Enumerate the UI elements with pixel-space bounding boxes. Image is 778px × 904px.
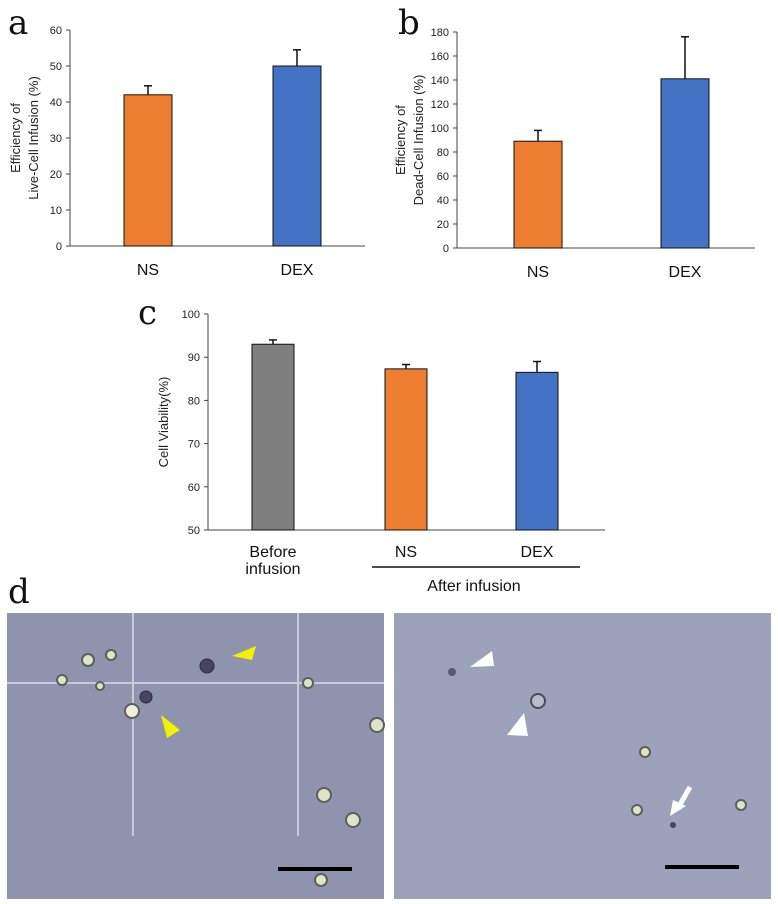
y-tick-label: 80: [437, 147, 449, 159]
category-label: NS: [395, 544, 417, 561]
bar-dex: [515, 371, 559, 531]
white-arrow: [670, 785, 693, 816]
y-tick-label: 120: [431, 99, 449, 111]
micrograph-right-background: [394, 613, 771, 899]
yellow-arrowhead: [161, 715, 180, 738]
micrograph-right: [394, 613, 771, 899]
y-axis-label: Efficiency of: [393, 105, 408, 175]
y-axis-label: Live-Cell Infusion (%): [26, 76, 41, 200]
y-axis-label: Efficiency of: [8, 103, 23, 173]
y-tick-label: 10: [50, 205, 62, 217]
bar-dex: [660, 78, 710, 249]
y-tick-label: 20: [50, 169, 62, 181]
panel-letter-b: b: [398, 3, 420, 43]
micrograph-left: [7, 613, 385, 899]
y-tick-label: 20: [437, 219, 449, 231]
y-axis-label: Dead-Cell Infusion (%): [411, 75, 426, 206]
y-tick-label: 0: [56, 241, 62, 253]
y-tick-label: 80: [188, 395, 200, 407]
y-tick-label: 30: [50, 133, 62, 145]
chart-c: 50 60 70 80 90 100 Before infusion NS DEX Cell Via…: [156, 309, 605, 595]
bar-dex: [272, 65, 322, 247]
chart-b: 0 20 40 60 80 100 120 140 160 180 NS DEX Efficiency …: [393, 27, 755, 281]
y-tick-label: 70: [188, 439, 200, 451]
bar-ns: [513, 140, 563, 249]
category-label: NS: [527, 264, 549, 281]
category-label: DEX: [281, 262, 314, 279]
y-tick-label: 90: [188, 352, 200, 364]
micrograph-left-background: [7, 613, 384, 899]
cells: [448, 668, 747, 828]
bar-ns: [123, 94, 173, 247]
bar-before-infusion: [251, 343, 295, 531]
category-label: DEX: [521, 544, 554, 561]
category-label: DEX: [669, 264, 702, 281]
y-tick-label: 100: [431, 123, 449, 135]
y-tick-label: 100: [182, 309, 200, 321]
y-tick-label: 0: [443, 243, 449, 255]
yellow-arrowhead: [232, 646, 256, 660]
chart-a: 0 10 20 30 40 50 60 NS DEX Efficiency of Live-Cell…: [8, 25, 365, 279]
y-tick-label: 40: [50, 97, 62, 109]
category-label: Before infusion: [245, 544, 300, 578]
panel-letter-d: d: [8, 572, 30, 612]
white-arrowhead: [507, 713, 528, 736]
white-arrowhead: [470, 651, 494, 667]
live-cells: [56, 649, 385, 887]
dead-cells: [139, 658, 215, 704]
bar-ns: [384, 368, 428, 531]
y-tick-label: 50: [188, 525, 200, 537]
y-tick-label: 50: [50, 61, 62, 73]
y-tick-label: 160: [431, 51, 449, 63]
panel-letter-c: c: [138, 293, 157, 333]
y-tick-label: 60: [50, 25, 62, 37]
y-tick-label: 60: [437, 171, 449, 183]
y-tick-label: 40: [437, 195, 449, 207]
y-tick-label: 60: [188, 482, 200, 494]
y-tick-label: 140: [431, 75, 449, 87]
y-tick-label: 180: [431, 27, 449, 39]
y-axis-label: Cell Viability(%): [156, 377, 171, 468]
group-label: After infusion: [427, 578, 520, 595]
category-label: NS: [137, 262, 159, 279]
panel-letter-a: a: [8, 3, 28, 43]
